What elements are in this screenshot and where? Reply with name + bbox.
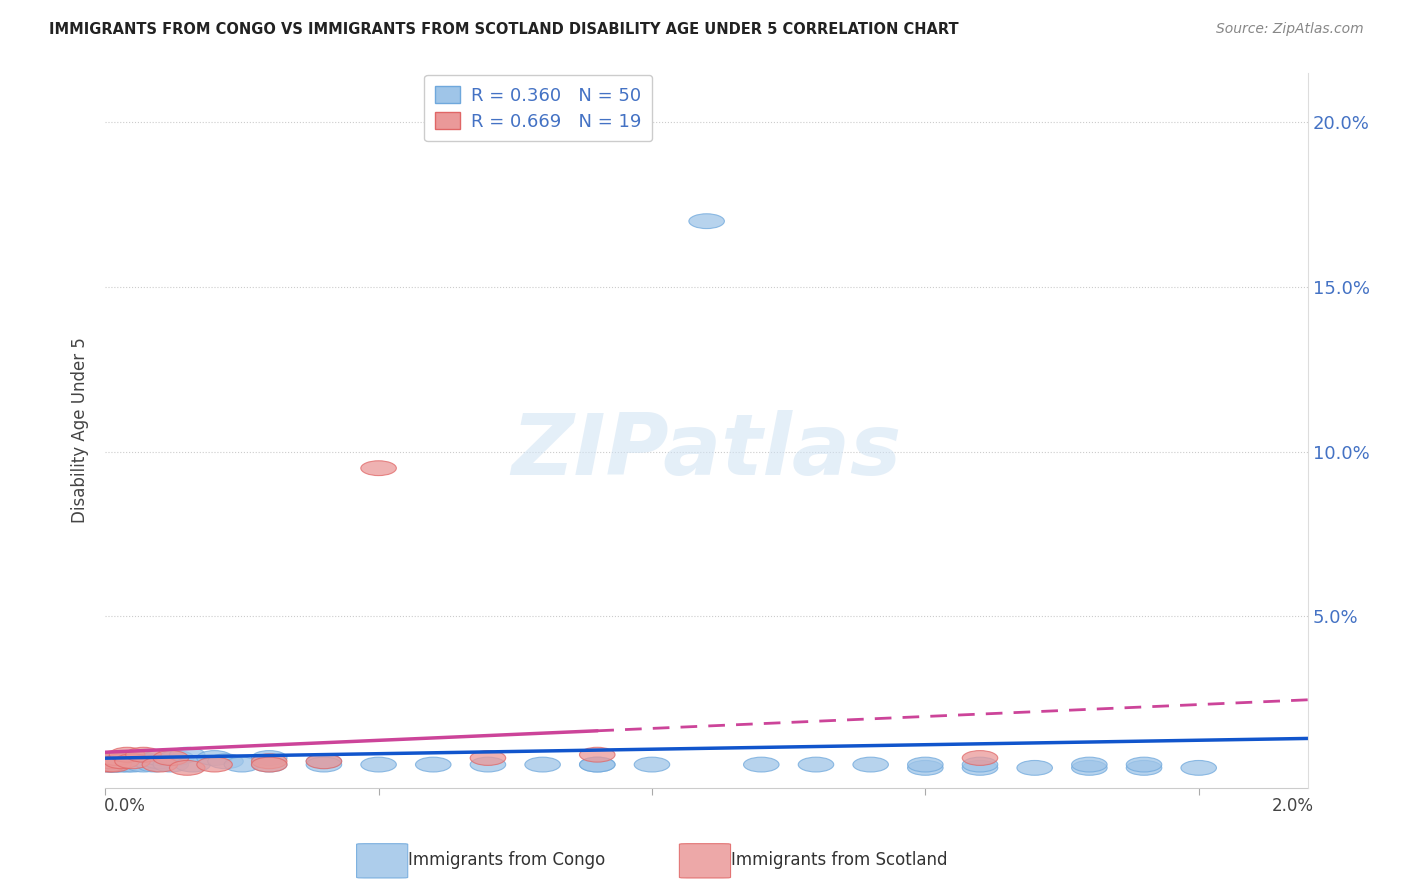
Ellipse shape xyxy=(579,747,614,762)
Ellipse shape xyxy=(307,754,342,769)
Ellipse shape xyxy=(1071,757,1107,772)
Ellipse shape xyxy=(907,757,943,772)
Ellipse shape xyxy=(689,214,724,228)
Ellipse shape xyxy=(1181,761,1216,775)
Ellipse shape xyxy=(96,757,131,772)
Text: 2.0%: 2.0% xyxy=(1272,797,1315,815)
Ellipse shape xyxy=(307,757,342,772)
Ellipse shape xyxy=(197,757,232,772)
Ellipse shape xyxy=(170,761,205,775)
Ellipse shape xyxy=(853,757,889,772)
Ellipse shape xyxy=(115,757,150,772)
Ellipse shape xyxy=(121,750,156,765)
Ellipse shape xyxy=(744,757,779,772)
Ellipse shape xyxy=(907,761,943,775)
Ellipse shape xyxy=(962,761,998,775)
Ellipse shape xyxy=(104,754,139,769)
Ellipse shape xyxy=(96,757,131,772)
Ellipse shape xyxy=(142,757,177,772)
Ellipse shape xyxy=(1071,761,1107,775)
FancyBboxPatch shape xyxy=(679,844,731,878)
FancyBboxPatch shape xyxy=(357,844,408,878)
Ellipse shape xyxy=(579,757,614,772)
Ellipse shape xyxy=(962,757,998,772)
Ellipse shape xyxy=(104,757,139,772)
Ellipse shape xyxy=(115,754,150,769)
Ellipse shape xyxy=(470,757,506,772)
Ellipse shape xyxy=(524,757,561,772)
Ellipse shape xyxy=(93,754,128,769)
Ellipse shape xyxy=(90,757,125,772)
Ellipse shape xyxy=(361,757,396,772)
Ellipse shape xyxy=(634,757,669,772)
Ellipse shape xyxy=(159,750,194,765)
Ellipse shape xyxy=(110,747,145,762)
Ellipse shape xyxy=(101,754,136,769)
Ellipse shape xyxy=(93,757,128,772)
Ellipse shape xyxy=(98,750,134,765)
Ellipse shape xyxy=(98,757,134,772)
Ellipse shape xyxy=(470,750,506,765)
Ellipse shape xyxy=(153,757,188,772)
Ellipse shape xyxy=(361,461,396,475)
Ellipse shape xyxy=(170,747,205,762)
Text: Immigrants from Congo: Immigrants from Congo xyxy=(408,851,605,870)
Ellipse shape xyxy=(224,757,260,772)
Ellipse shape xyxy=(142,754,177,769)
Text: Immigrants from Scotland: Immigrants from Scotland xyxy=(731,851,948,870)
Ellipse shape xyxy=(252,754,287,769)
Ellipse shape xyxy=(307,754,342,769)
Ellipse shape xyxy=(252,757,287,772)
Ellipse shape xyxy=(115,754,150,769)
Ellipse shape xyxy=(110,754,145,769)
Ellipse shape xyxy=(174,757,211,772)
Ellipse shape xyxy=(1126,757,1161,772)
Ellipse shape xyxy=(416,757,451,772)
Ellipse shape xyxy=(252,757,287,772)
Ellipse shape xyxy=(962,750,998,765)
Ellipse shape xyxy=(136,757,172,772)
Ellipse shape xyxy=(799,757,834,772)
Ellipse shape xyxy=(93,754,128,769)
Ellipse shape xyxy=(579,757,614,772)
Ellipse shape xyxy=(104,750,139,765)
Ellipse shape xyxy=(131,754,167,769)
Ellipse shape xyxy=(90,757,125,772)
Text: Source: ZipAtlas.com: Source: ZipAtlas.com xyxy=(1216,22,1364,37)
Text: IMMIGRANTS FROM CONGO VS IMMIGRANTS FROM SCOTLAND DISABILITY AGE UNDER 5 CORRELA: IMMIGRANTS FROM CONGO VS IMMIGRANTS FROM… xyxy=(49,22,959,37)
Ellipse shape xyxy=(142,750,177,765)
Ellipse shape xyxy=(125,757,162,772)
Ellipse shape xyxy=(252,750,287,765)
Ellipse shape xyxy=(197,750,232,765)
Ellipse shape xyxy=(125,747,162,762)
Ellipse shape xyxy=(1017,761,1053,775)
Ellipse shape xyxy=(153,750,188,765)
Text: 0.0%: 0.0% xyxy=(104,797,146,815)
Legend: R = 0.360   N = 50, R = 0.669   N = 19: R = 0.360 N = 50, R = 0.669 N = 19 xyxy=(425,75,652,141)
Ellipse shape xyxy=(110,757,145,772)
Ellipse shape xyxy=(1126,761,1161,775)
Text: ZIPatlas: ZIPatlas xyxy=(512,410,901,493)
Ellipse shape xyxy=(208,754,243,769)
Y-axis label: Disability Age Under 5: Disability Age Under 5 xyxy=(72,337,89,524)
